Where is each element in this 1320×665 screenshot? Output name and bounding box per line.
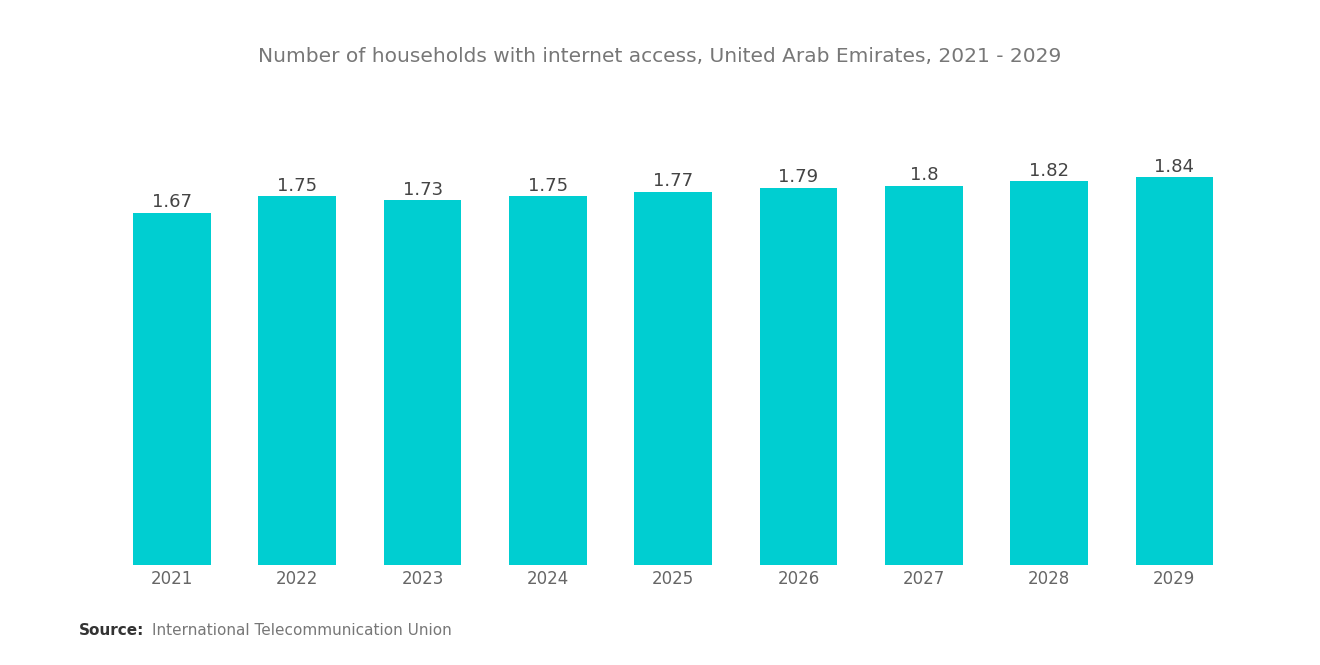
Bar	[1010, 182, 1088, 565]
Bar	[384, 200, 462, 565]
Bar	[1135, 178, 1213, 565]
Text: 1.79: 1.79	[779, 168, 818, 186]
Text: 1.75: 1.75	[277, 177, 317, 195]
Text: 1.84: 1.84	[1155, 158, 1195, 176]
Text: Number of households with internet access, United Arab Emirates, 2021 - 2029: Number of households with internet acces…	[259, 47, 1061, 66]
Bar	[635, 192, 711, 565]
Text: 1.82: 1.82	[1030, 162, 1069, 180]
Bar	[759, 188, 837, 565]
Bar	[133, 213, 211, 565]
Text: International Telecommunication Union: International Telecommunication Union	[152, 623, 451, 638]
Text: 1.67: 1.67	[152, 194, 191, 211]
Text: Source:: Source:	[79, 623, 145, 638]
Text: 1.73: 1.73	[403, 181, 442, 199]
Text: 1.77: 1.77	[653, 172, 693, 190]
Text: 1.8: 1.8	[909, 166, 939, 184]
Bar	[510, 196, 587, 565]
Text: 1.75: 1.75	[528, 177, 568, 195]
Bar	[259, 196, 337, 565]
Bar	[884, 186, 962, 565]
